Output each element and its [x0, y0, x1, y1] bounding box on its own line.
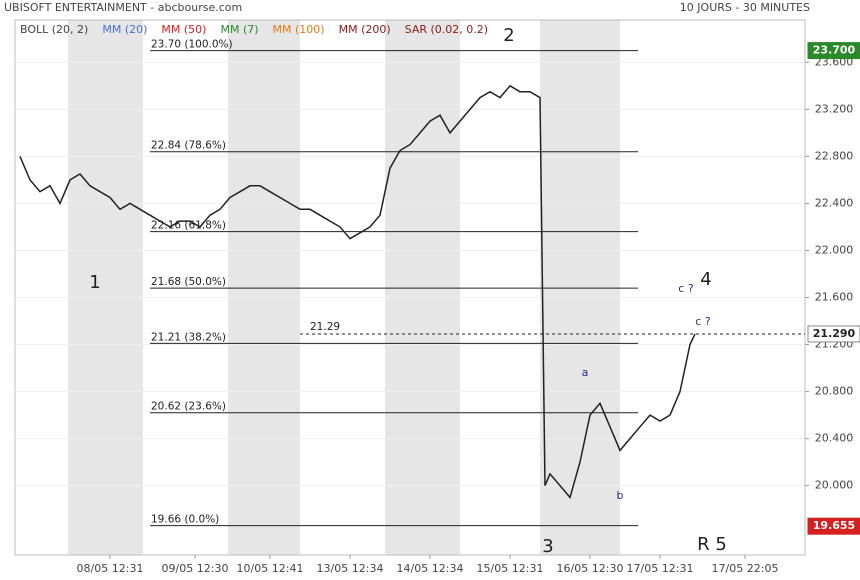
price-line: [19, 84, 696, 499]
day-band: [228, 20, 300, 555]
x-tick-label: 13/05 12:34: [317, 562, 384, 575]
plot-frame: [14, 19, 806, 556]
last-price-label: 21.29: [310, 321, 340, 333]
fib-label: 23.70 (100.0%): [151, 39, 233, 51]
fib-label: 22.84 (78.6%): [151, 140, 226, 152]
day-band: [385, 20, 460, 555]
x-tick-label: 09/05 12:30: [162, 562, 229, 575]
y-tick-label: 20.000: [815, 479, 854, 492]
price-tag-label: 19.655: [813, 519, 855, 532]
y-tick-label: 22.000: [815, 243, 854, 256]
y-tick-label: 21.600: [815, 290, 854, 303]
y-tick-label: 22.800: [815, 149, 854, 162]
x-tick-label: 17/05 12:31: [627, 562, 694, 575]
annotation: 3: [542, 536, 553, 557]
fib-label: 21.68 (50.0%): [151, 276, 226, 288]
x-tick-label: 14/05 12:34: [397, 562, 464, 575]
fib-label: 19.66 (0.0%): [151, 514, 219, 526]
y-tick-label: 22.400: [815, 196, 854, 209]
legend-entry: SAR (0.02, 0.2): [405, 23, 488, 36]
price-tag-label: 21.290: [813, 327, 856, 340]
y-tick-label: 20.800: [815, 385, 854, 398]
chart-title: UBISOFT ENTERTAINMENT - abcbourse.com: [4, 1, 242, 14]
fib-label: 21.21 (38.2%): [151, 331, 226, 343]
legend-entry: MM (50): [161, 23, 206, 36]
legend-entry: MM (7): [220, 23, 258, 36]
fib-label: 20.62 (23.6%): [151, 401, 226, 413]
annotation: 2: [503, 25, 514, 46]
price-tag-label: 23.700: [813, 44, 856, 57]
fib-label: 22.16 (61.8%): [151, 220, 226, 232]
legend-entry: MM (100): [273, 23, 325, 36]
annotation: a: [582, 366, 589, 379]
x-tick-label: 17/05 22:05: [712, 562, 779, 575]
price-tag: [807, 517, 860, 535]
y-tick-label: 20.400: [815, 432, 854, 445]
chart-subtitle: 10 JOURS - 30 MINUTES: [680, 1, 810, 14]
annotation: b: [617, 489, 624, 502]
x-tick-label: 10/05 12:41: [237, 562, 304, 575]
price-tag: [807, 325, 860, 343]
annotation: 1: [89, 272, 100, 293]
day-band: [68, 20, 143, 555]
annotation: R 5: [697, 534, 727, 555]
legend-entry: MM (200): [339, 23, 391, 36]
annotation: 4: [700, 269, 711, 290]
annotation: c ?: [695, 315, 711, 328]
x-tick-label: 08/05 12:31: [77, 562, 144, 575]
legend-entry: MM (20): [102, 23, 147, 36]
day-band: [540, 20, 620, 555]
y-tick-label: 23.200: [815, 102, 854, 115]
x-tick-label: 16/05 12:30: [557, 562, 624, 575]
annotation: c ?: [678, 282, 694, 295]
price-tag: [807, 42, 860, 60]
legend-entry: BOLL (20, 2): [20, 23, 88, 36]
x-tick-label: 15/05 12:31: [477, 562, 544, 575]
